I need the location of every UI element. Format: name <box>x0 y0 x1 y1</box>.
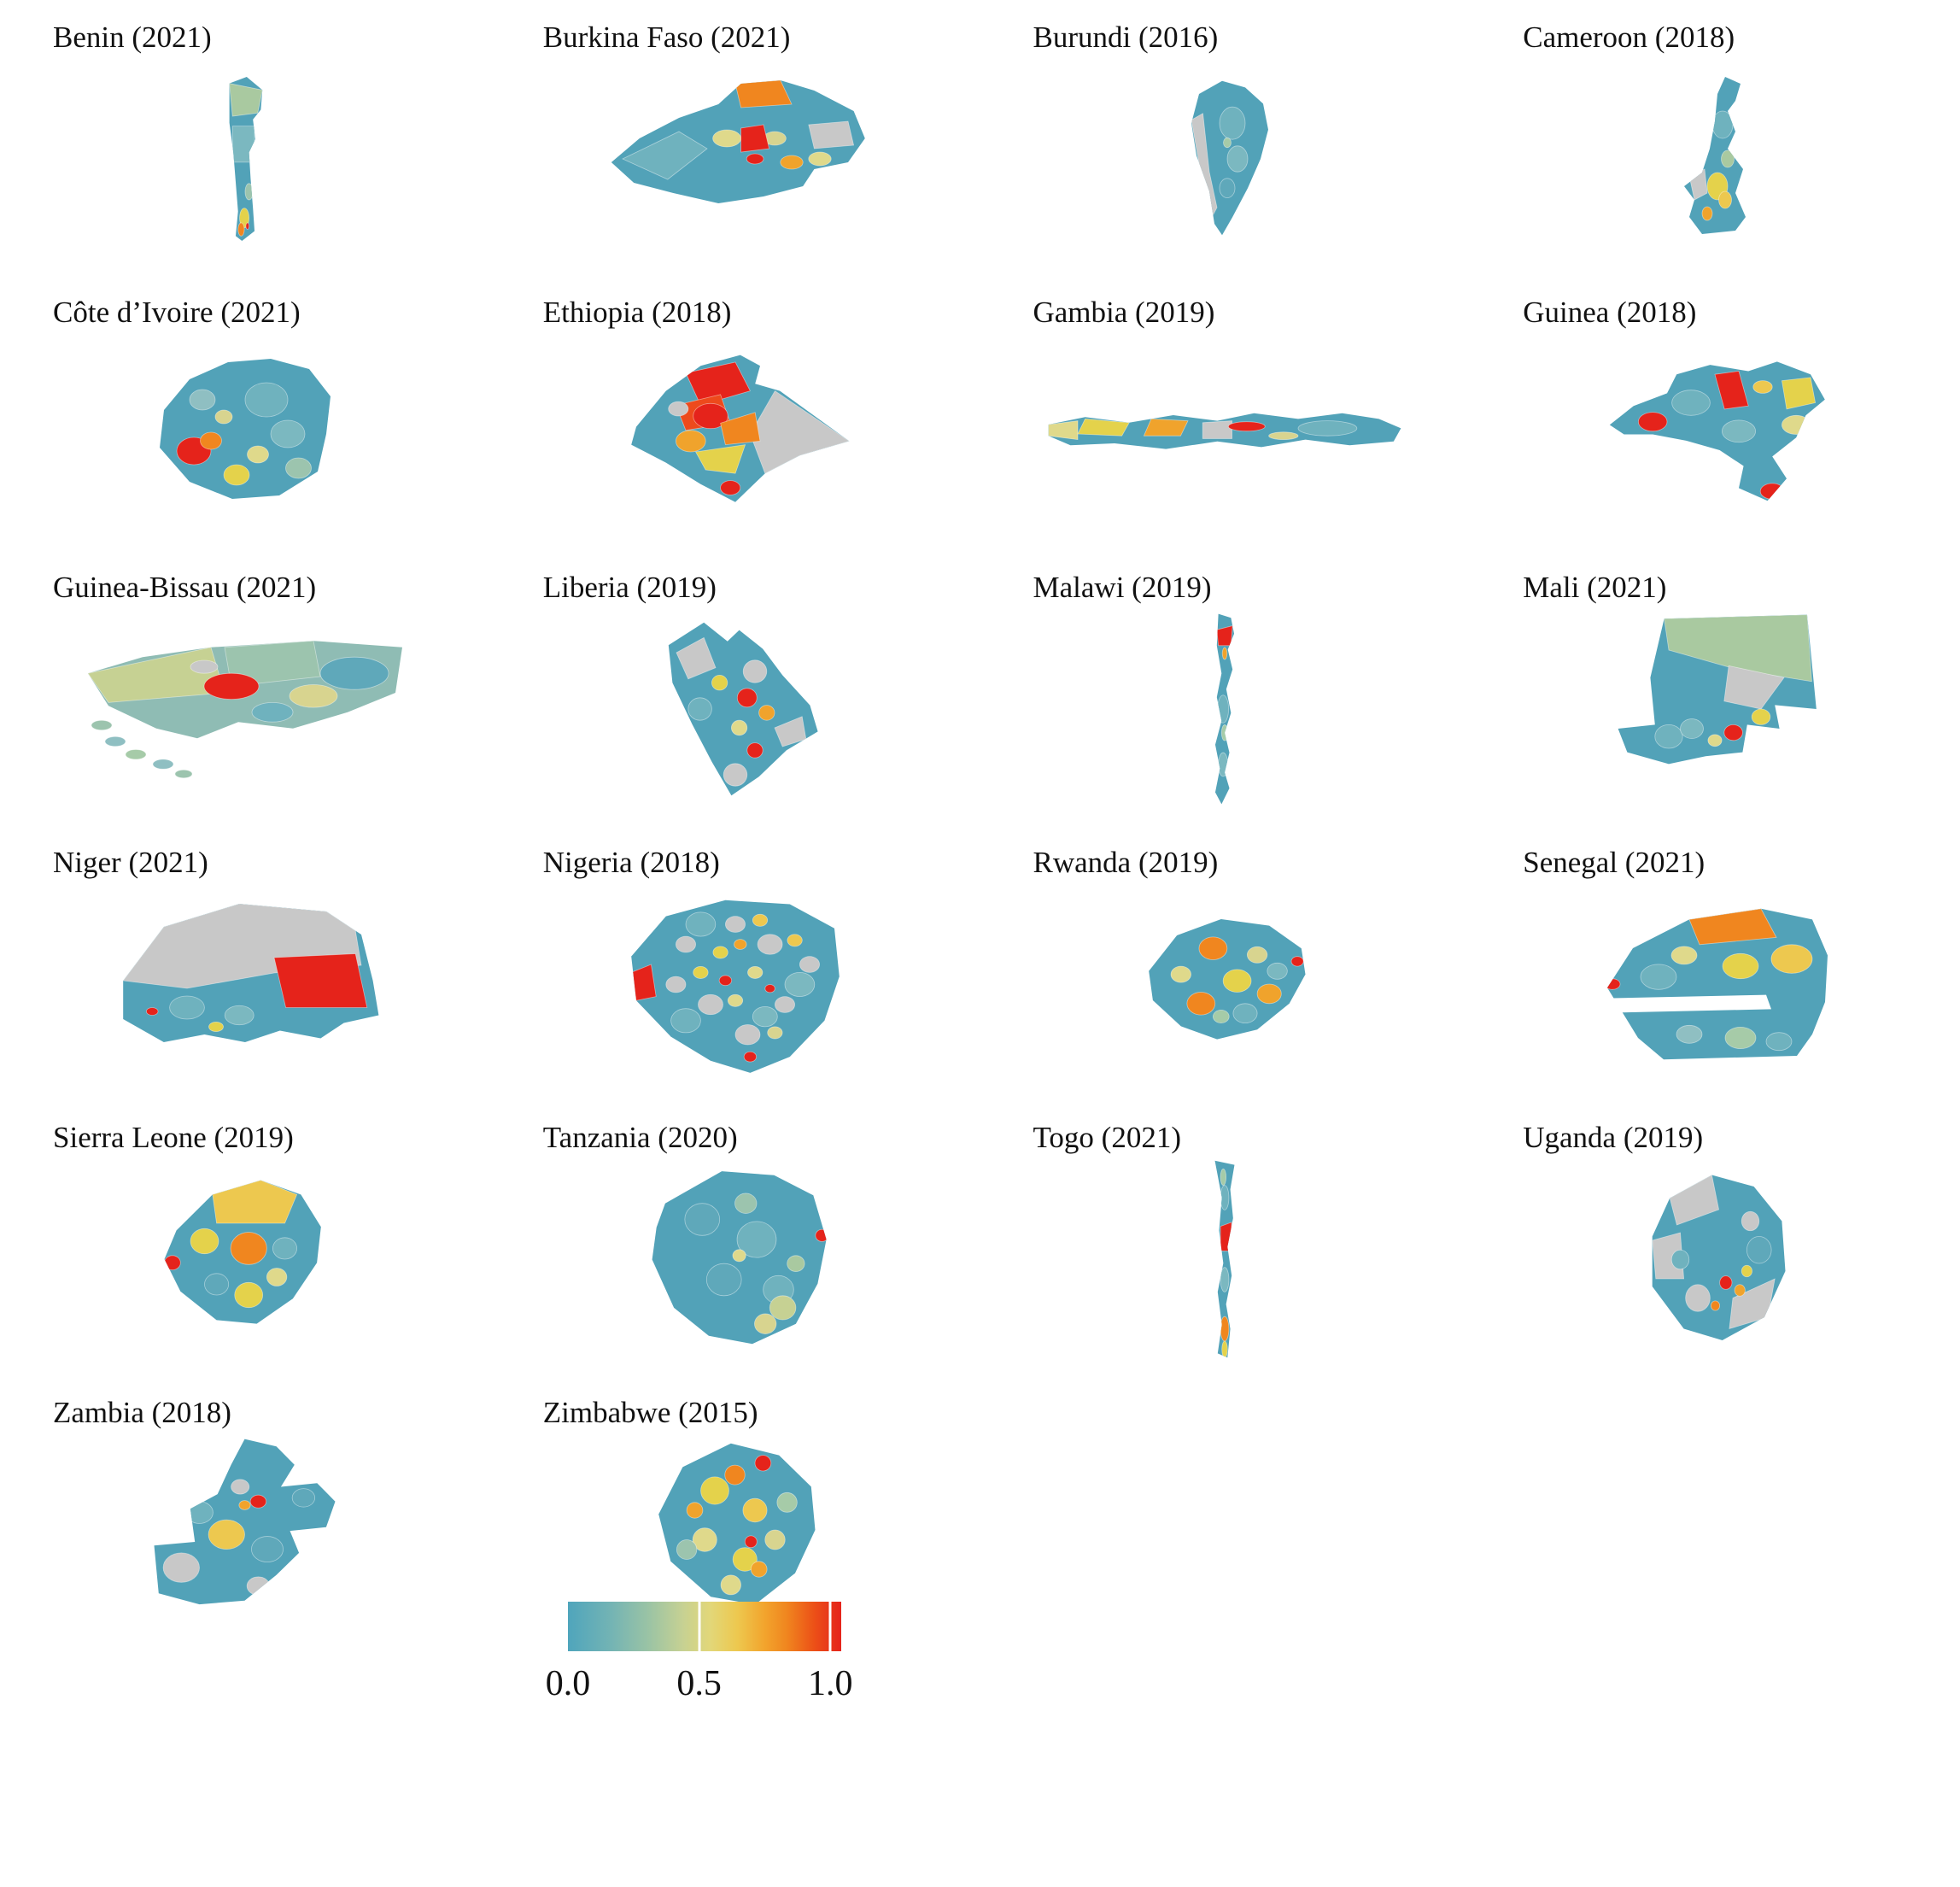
panel-title-gambia: Gambia (2019) <box>1033 296 1215 329</box>
zambia-choropleth-map <box>154 1439 336 1605</box>
panel-title-zimbabwe: Zimbabwe (2015) <box>542 1396 758 1429</box>
panel-title-cameroon: Cameroon (2018) <box>1523 21 1735 54</box>
panel-mali: Mali (2021) <box>1504 564 1926 812</box>
panel-senegal: Senegal (2021) <box>1504 839 1926 1087</box>
legend-gradient-bar <box>568 1602 841 1651</box>
mali-choropleth-map <box>1618 614 1817 765</box>
liberia-choropleth-map <box>668 622 818 796</box>
panel-zambia: Zambia (2018) <box>34 1389 456 1605</box>
mapbox-gambia <box>1015 331 1436 536</box>
panel-title-cote-divoire: Côte d’Ivoire (2021) <box>53 296 301 329</box>
nigeria-choropleth-map <box>630 900 840 1073</box>
panel-liberia: Liberia (2019) <box>524 564 946 812</box>
mapbox-guinea <box>1504 331 1926 536</box>
map-grid: Benin (2021) Burkina Faso (2021) <box>34 14 1926 1605</box>
mapbox-cameroon <box>1504 56 1926 261</box>
panel-title-malawi: Malawi (2019) <box>1033 571 1212 604</box>
legend-tick-mark-high <box>828 1602 832 1651</box>
cote-divoire-choropleth-map <box>159 359 331 500</box>
gambia-choropleth-map <box>1048 413 1401 449</box>
mapbox-niger <box>34 882 456 1087</box>
mapbox-liberia <box>524 607 946 812</box>
panel-title-niger: Niger (2021) <box>53 846 208 879</box>
panel-title-tanzania: Tanzania (2020) <box>542 1121 738 1154</box>
panel-title-benin: Benin (2021) <box>53 21 212 54</box>
panel-title-zambia: Zambia (2018) <box>53 1396 231 1429</box>
panel-title-uganda: Uganda (2019) <box>1523 1121 1704 1154</box>
panel-title-sierra-leone: Sierra Leone (2019) <box>53 1121 294 1154</box>
malawi-choropleth-map <box>1215 613 1235 805</box>
mapbox-uganda <box>1504 1157 1926 1362</box>
niger-choropleth-map <box>123 903 379 1042</box>
panel-uganda: Uganda (2019) <box>1504 1114 1926 1362</box>
mapbox-sierra-leone <box>34 1157 456 1362</box>
guinea-choropleth-map <box>1609 361 1825 501</box>
legend-label-mid: 0.5 <box>676 1664 722 1703</box>
legend-tick-mark-mid <box>698 1602 701 1651</box>
zimbabwe-choropleth-map <box>658 1444 816 1605</box>
guinea-bissau-choropleth-map <box>87 641 402 790</box>
togo-choropleth-map <box>1214 1161 1235 1362</box>
panel-burkina-faso: Burkina Faso (2021) <box>524 14 946 261</box>
mapbox-burundi <box>1015 56 1436 261</box>
panel-rwanda: Rwanda (2019) <box>1015 839 1436 1087</box>
panel-title-togo: Togo (2021) <box>1033 1121 1182 1154</box>
panel-title-liberia: Liberia (2019) <box>542 571 717 604</box>
panel-malawi: Malawi (2019) <box>1015 564 1436 812</box>
panel-guinea: Guinea (2018) <box>1504 289 1926 536</box>
panel-title-burundi: Burundi (2016) <box>1033 21 1219 54</box>
panel-cameroon: Cameroon (2018) <box>1504 14 1926 261</box>
tanzania-choropleth-map <box>652 1170 827 1344</box>
panel-title-nigeria: Nigeria (2018) <box>542 846 720 879</box>
burundi-choropleth-map <box>1191 80 1269 236</box>
color-legend: 0.0 0.5 1.0 <box>546 1602 852 1703</box>
gambia-notch <box>1602 994 1772 1013</box>
panel-togo: Togo (2021) <box>1015 1114 1436 1362</box>
panel-burundi: Burundi (2016) <box>1015 14 1436 261</box>
senegal-choropleth-map <box>1602 908 1828 1060</box>
mapbox-malawi <box>1015 607 1436 812</box>
cameroon-choropleth-map <box>1684 77 1746 235</box>
panel-title-ethiopia: Ethiopia (2018) <box>542 296 732 329</box>
mapbox-burkina-faso <box>524 56 946 261</box>
panel-niger: Niger (2021) <box>34 839 456 1087</box>
panel-zimbabwe: Zimbabwe (2015) <box>524 1389 946 1605</box>
sierra-leone-choropleth-map <box>164 1180 322 1324</box>
panel-title-rwanda: Rwanda (2019) <box>1033 846 1219 879</box>
burkina-faso-choropleth-map <box>611 80 865 204</box>
panel-sierra-leone: Sierra Leone (2019) <box>34 1114 456 1362</box>
mapbox-togo <box>1015 1157 1436 1362</box>
mapbox-benin <box>34 56 456 261</box>
panel-tanzania: Tanzania (2020) <box>524 1114 946 1362</box>
rwanda-choropleth-map <box>1149 919 1306 1040</box>
panel-title-senegal: Senegal (2021) <box>1523 846 1705 879</box>
mapbox-nigeria <box>524 882 946 1087</box>
panel-benin: Benin (2021) <box>34 14 456 261</box>
panel-cote-divoire: Côte d’Ivoire (2021) <box>34 289 456 536</box>
mapbox-rwanda <box>1015 882 1436 1087</box>
panel-title-mali: Mali (2021) <box>1523 571 1667 604</box>
ethiopia-choropleth-map <box>630 355 850 502</box>
panel-gambia: Gambia (2019) <box>1015 289 1436 536</box>
panel-nigeria: Nigeria (2018) <box>524 839 946 1087</box>
mapbox-ethiopia <box>524 331 946 536</box>
mapbox-tanzania <box>524 1157 946 1362</box>
mapbox-zimbabwe <box>524 1432 946 1628</box>
legend-label-high: 1.0 <box>807 1664 853 1703</box>
mapbox-guinea-bissau <box>34 607 456 812</box>
panel-title-guinea: Guinea (2018) <box>1523 296 1697 329</box>
mapbox-mali <box>1504 607 1926 812</box>
mapbox-cote-divoire <box>34 331 456 536</box>
panel-title-burkina-faso: Burkina Faso (2021) <box>542 21 791 54</box>
panel-title-guinea-bissau: Guinea-Bissau (2021) <box>53 571 317 604</box>
mapbox-senegal <box>1504 882 1926 1087</box>
mapbox-zambia <box>34 1432 456 1615</box>
uganda-choropleth-map <box>1652 1175 1786 1340</box>
panel-ethiopia: Ethiopia (2018) <box>524 289 946 536</box>
legend-label-low: 0.0 <box>545 1664 591 1703</box>
panel-guinea-bissau: Guinea-Bissau (2021) <box>34 564 456 812</box>
benin-choropleth-map <box>229 77 263 242</box>
